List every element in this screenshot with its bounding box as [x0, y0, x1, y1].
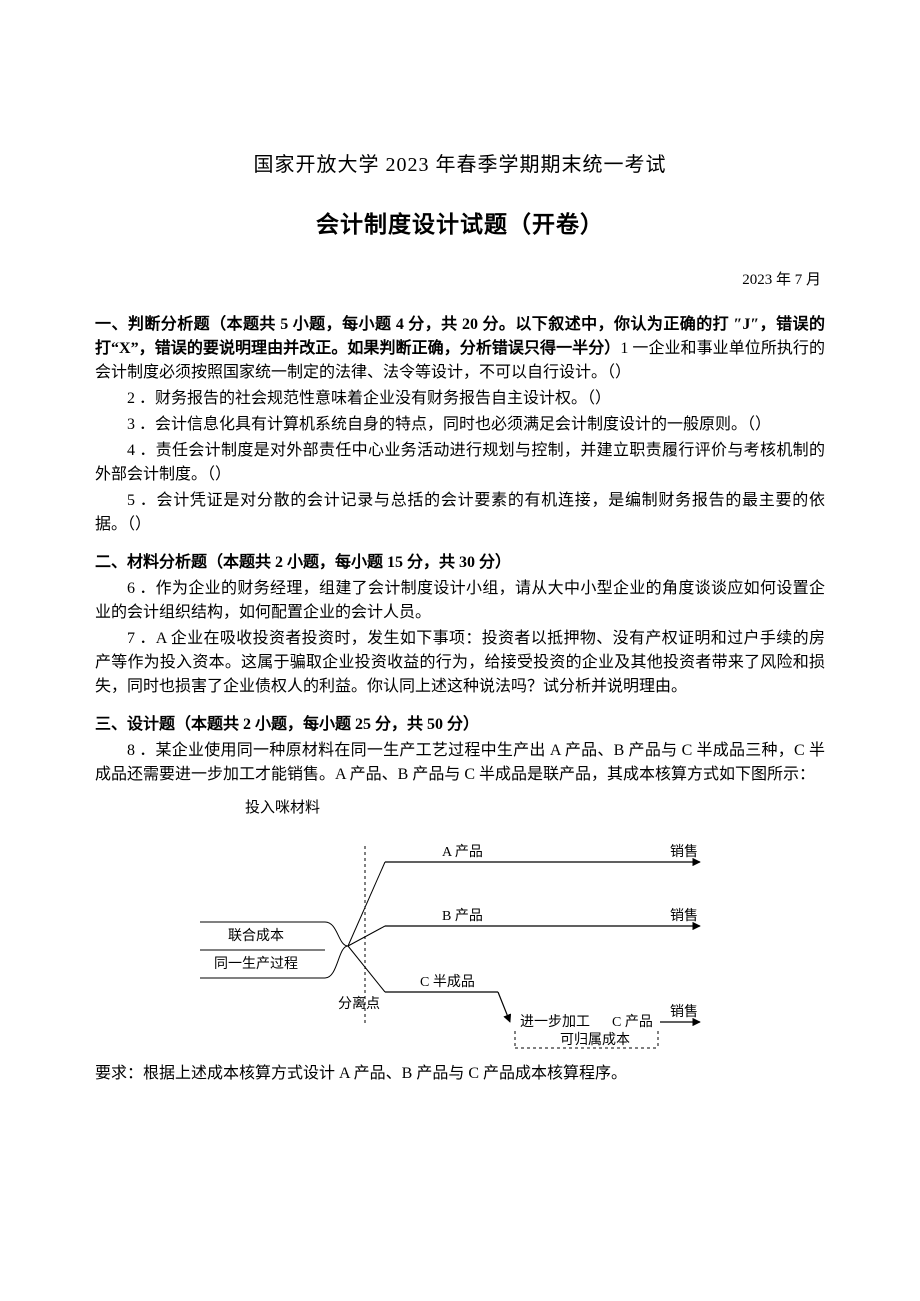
label-further-processing: 进一步加工: [520, 1014, 590, 1030]
question-6: 6 ．作为企业的财务经理，组建了会计制度设计小组，请从大中小型企业的角度谈谈应如…: [95, 577, 825, 625]
label-split-point: 分离点: [338, 995, 380, 1012]
question-8: 8 ．某企业使用同一种原材料在同一生产工艺过程中生产出 A 产品、B 产品与 C…: [95, 739, 825, 787]
label-joint-cost: 联合成本: [228, 928, 284, 944]
diagram-caption: 投入咪材料: [245, 797, 825, 820]
cost-diagram: 联合成本 同一生产过程 分离点 A 产品 销售 B 产品 销售 C 半成品 进一…: [95, 826, 825, 1056]
cost-diagram-svg: 联合成本 同一生产过程 分离点 A 产品 销售 B 产品 销售 C 半成品 进一…: [180, 826, 740, 1056]
section2-heading: 二、材料分析题（本题共 2 小题，每小题 15 分，共 30 分）: [95, 551, 825, 575]
question-5: 5 ．会计凭证是对分散的会计记录与总括的会计要素的有机连接，是编制财务报告的最主…: [95, 489, 825, 537]
label-sale-a: 销售: [670, 844, 698, 860]
exam-date: 2023 年 7 月: [95, 269, 825, 292]
section1-block: 一、判断分析题（本题共 5 小题，每小题 4 分，共 20 分。以下叙述中，你认…: [95, 313, 825, 385]
question-8-requirement: 要求：根据上述成本核算方式设计 A 产品、B 产品与 C 产品成本核算程序。: [95, 1062, 825, 1086]
label-sale-c: 销售: [670, 1004, 698, 1020]
question-3: 3 ．会计信息化具有计算机系统自身的特点，同时也必须满足会计制度设计的一般原则。…: [95, 413, 825, 437]
question-2: 2 ．财务报告的社会规范性意味着企业没有财务报告自主设计权。（）: [95, 387, 825, 411]
label-product-c: C 产品: [612, 1014, 653, 1030]
label-product-b: B 产品: [442, 908, 483, 924]
section3-heading: 三、设计题（本题共 2 小题，每小题 25 分，共 50 分）: [95, 713, 825, 737]
label-sale-b: 销售: [670, 908, 698, 924]
label-same-process: 同一生产过程: [214, 956, 298, 972]
question-4: 4 ．责任会计制度是对外部责任中心业务活动进行规划与控制，并建立职责履行评价与考…: [95, 439, 825, 487]
label-attributable-cost: 可归属成本: [560, 1031, 630, 1048]
main-title: 国家开放大学 2023 年春季学期期末统一考试: [95, 150, 825, 180]
label-product-a: A 产品: [442, 844, 483, 860]
question-7: 7 ．A 企业在吸收投资者投资时，发生如下事项：投资者以抵押物、没有产权证明和过…: [95, 627, 825, 699]
label-product-c-half: C 半成品: [420, 974, 475, 990]
sub-title: 会计制度设计试题（开卷）: [95, 208, 825, 243]
